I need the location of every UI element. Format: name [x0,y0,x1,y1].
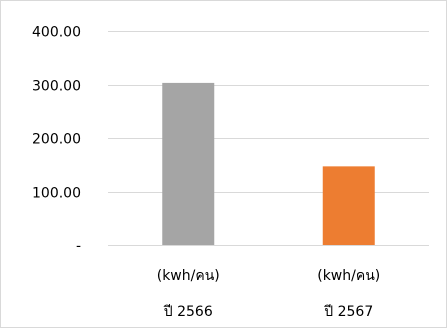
bar-0 [162,82,215,246]
y-tick-label: 400.00 [32,25,81,41]
y-tick-label: 100.00 [32,186,81,202]
category-year-label: ปี 2567 [324,304,373,320]
y-tick-label: - [76,239,81,255]
bars [162,82,375,246]
category-year-label: ปี 2566 [163,304,213,320]
category-unit-label: (kwh/คน) [157,268,220,284]
y-axis-ticks: - 100.00 200.00 300.00 400.00 [32,25,81,255]
y-tick-label: 300.00 [32,79,81,95]
x-axis-categories: (kwh/คน) ปี 2566 (kwh/คน) ปี 2567 [157,268,381,320]
category-unit-label: (kwh/คน) [317,268,380,284]
gridlines [108,31,429,246]
bar-1 [322,166,375,245]
y-tick-label: 200.00 [32,132,81,148]
